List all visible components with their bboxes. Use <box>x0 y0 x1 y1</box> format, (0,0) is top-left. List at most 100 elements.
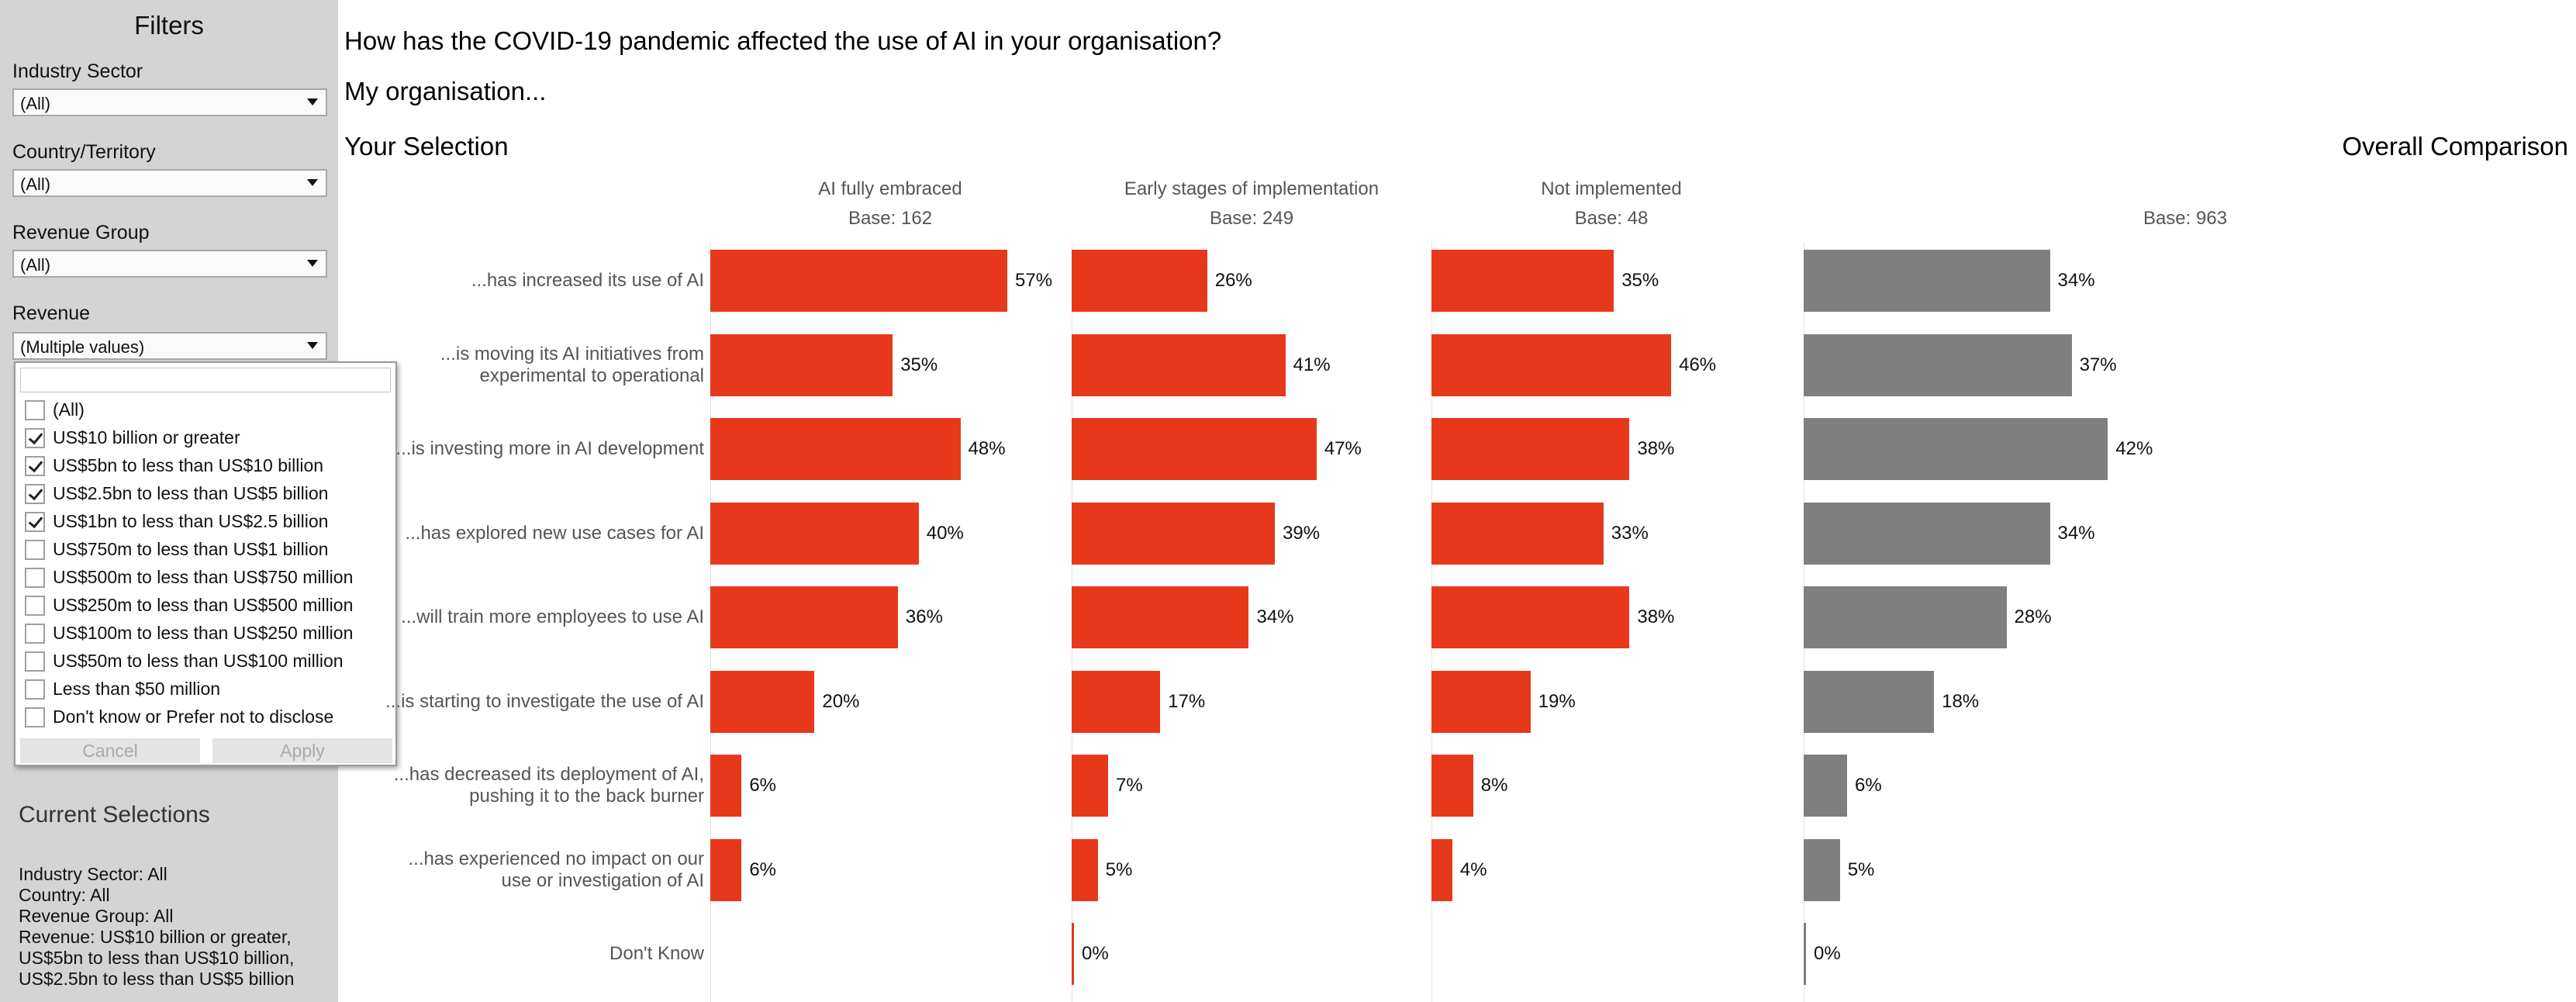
overall-bar <box>1804 923 1806 985</box>
row-label: ...has increased its use of AI <box>471 270 704 291</box>
checkbox-checked[interactable] <box>25 456 45 476</box>
revenue-option[interactable]: Don't know or Prefer not to disclose <box>20 704 392 731</box>
bar-value-label: 6% <box>749 775 776 796</box>
selection-bar <box>1072 923 1074 985</box>
industry-sector-label: Industry Sector <box>12 60 143 82</box>
bar-value-label: 28% <box>2014 606 2052 627</box>
overall-bar <box>1804 838 1840 901</box>
column-header: Early stages of implementation <box>1124 178 1380 199</box>
overall-bar <box>1804 502 2050 565</box>
bar-value-label: 34% <box>1256 606 1294 627</box>
country-value: (All) <box>20 174 51 194</box>
bar-value-label: 37% <box>2079 354 2117 375</box>
revenue-option-label: US$500m to less than US$750 million <box>53 567 354 587</box>
selection-bar <box>1072 838 1098 901</box>
revenue-option[interactable]: US$5bn to less than US$10 billion <box>20 453 392 479</box>
selection-bar <box>710 333 893 396</box>
selection-bar <box>1431 250 1614 312</box>
bar-value-label: 39% <box>1283 522 1321 544</box>
checkbox-unchecked[interactable] <box>25 568 45 588</box>
revenue-dropdown[interactable]: (Multiple values) <box>12 332 327 360</box>
selection-bar <box>1431 418 1630 480</box>
checkbox-checked[interactable] <box>25 484 45 504</box>
checkbox-checked[interactable] <box>25 512 45 532</box>
bar-value-label: 38% <box>1637 438 1675 459</box>
revenue-option[interactable]: US$500m to less than US$750 million <box>20 565 392 591</box>
revenue-option-label: US$1bn to less than US$2.5 billion <box>53 511 329 531</box>
revenue-option[interactable]: US$1bn to less than US$2.5 billion <box>20 509 392 535</box>
checkbox-unchecked[interactable] <box>25 651 45 672</box>
column-header: AI fully embraced <box>818 178 962 199</box>
revenue-group-dropdown[interactable]: (All) <box>12 250 327 278</box>
chevron-down-icon <box>307 342 318 349</box>
revenue-option-label: US$100m to less than US$250 million <box>53 623 354 643</box>
revenue-option[interactable]: US$750m to less than US$1 billion <box>20 537 392 563</box>
current-selection-line: Revenue Group: All <box>19 906 174 926</box>
row-label: Don't Know <box>609 943 704 964</box>
row-label: ...has explored new use cases for AI <box>405 522 704 544</box>
revenue-option-label: US$50m to less than US$100 million <box>53 651 344 671</box>
selection-bar <box>1072 670 1161 733</box>
selection-bar <box>1431 333 1672 396</box>
bar-value-label: 41% <box>1293 354 1331 375</box>
selection-bar <box>710 838 742 901</box>
selection-bar <box>1072 502 1276 565</box>
filters-title: Filters <box>134 11 204 40</box>
bar-value-label: 47% <box>1324 438 1362 459</box>
row-label: ...is starting to investigate the use of… <box>385 690 704 712</box>
chevron-down-icon <box>307 98 318 105</box>
revenue-option-label: (All) <box>53 399 85 420</box>
revenue-option[interactable]: (All) <box>20 397 392 423</box>
apply-button[interactable]: Apply <box>212 738 392 763</box>
row-label: ...is moving its AI initiatives from exp… <box>440 343 704 386</box>
revenue-option[interactable]: US$250m to less than US$500 million <box>20 593 392 619</box>
overall-bar <box>1804 333 2072 396</box>
selection-bar <box>1072 586 1249 648</box>
bar-value-label: 46% <box>1679 354 1717 375</box>
selection-bar <box>1431 670 1531 733</box>
current-selection-line: Industry Sector: All <box>19 864 167 884</box>
cancel-button[interactable]: Cancel <box>20 738 200 763</box>
selection-bar <box>1072 755 1109 817</box>
selection-bar <box>1431 502 1604 565</box>
revenue-option[interactable]: US$100m to less than US$250 million <box>20 620 392 647</box>
revenue-option[interactable]: US$2.5bn to less than US$5 billion <box>20 481 392 507</box>
overall-bar <box>1804 670 1935 733</box>
revenue-option-label: Don't know or Prefer not to disclose <box>53 707 334 727</box>
checkbox-checked[interactable] <box>25 428 45 448</box>
revenue-option-label: US$10 billion or greater <box>53 427 240 447</box>
row-label: ...has decreased its deployment of AI, p… <box>393 764 704 807</box>
bar-value-label: 7% <box>1116 775 1143 796</box>
selection-bar <box>1431 838 1452 901</box>
revenue-option[interactable]: Less than $50 million <box>20 676 392 703</box>
revenue-multiselect-popup: (All) US$10 billion or greater US$5bn to l… <box>14 361 397 766</box>
revenue-option[interactable]: US$10 billion or greater <box>20 425 392 451</box>
overall-bar <box>1804 418 2108 480</box>
checkbox-unchecked[interactable] <box>25 707 45 727</box>
industry-sector-dropdown[interactable]: (All) <box>12 88 327 116</box>
checkbox-unchecked[interactable] <box>25 400 45 420</box>
checkbox-unchecked[interactable] <box>25 624 45 644</box>
country-label: Country/Territory <box>12 141 156 163</box>
checkbox-unchecked[interactable] <box>25 596 45 616</box>
checkbox-unchecked[interactable] <box>25 540 45 560</box>
bar-value-label: 34% <box>2057 270 2095 291</box>
bar-value-label: 35% <box>1621 270 1659 291</box>
selection-bar <box>710 502 919 565</box>
checkbox-unchecked[interactable] <box>25 679 45 700</box>
column-header: Not implemented <box>1541 178 1682 199</box>
current-selection-line: Revenue: US$10 billion or greater, <box>19 927 292 947</box>
selection-bar <box>710 755 742 817</box>
country-dropdown[interactable]: (All) <box>12 169 327 197</box>
bar-value-label: 57% <box>1015 270 1053 291</box>
revenue-option[interactable]: US$50m to less than US$100 million <box>20 648 392 675</box>
bar-value-label: 0% <box>1814 943 1841 964</box>
revenue-search-input[interactable] <box>20 368 391 392</box>
revenue-option-label: Less than $50 million <box>53 679 221 699</box>
bar-value-label: 36% <box>905 606 943 627</box>
revenue-value: (Multiple values) <box>20 337 145 357</box>
column-base-label: Base: 48 <box>1574 208 1649 229</box>
bar-value-label: 42% <box>2115 438 2153 459</box>
current-selections-title: Current Selections <box>19 802 210 828</box>
bar-value-label: 48% <box>968 438 1006 459</box>
